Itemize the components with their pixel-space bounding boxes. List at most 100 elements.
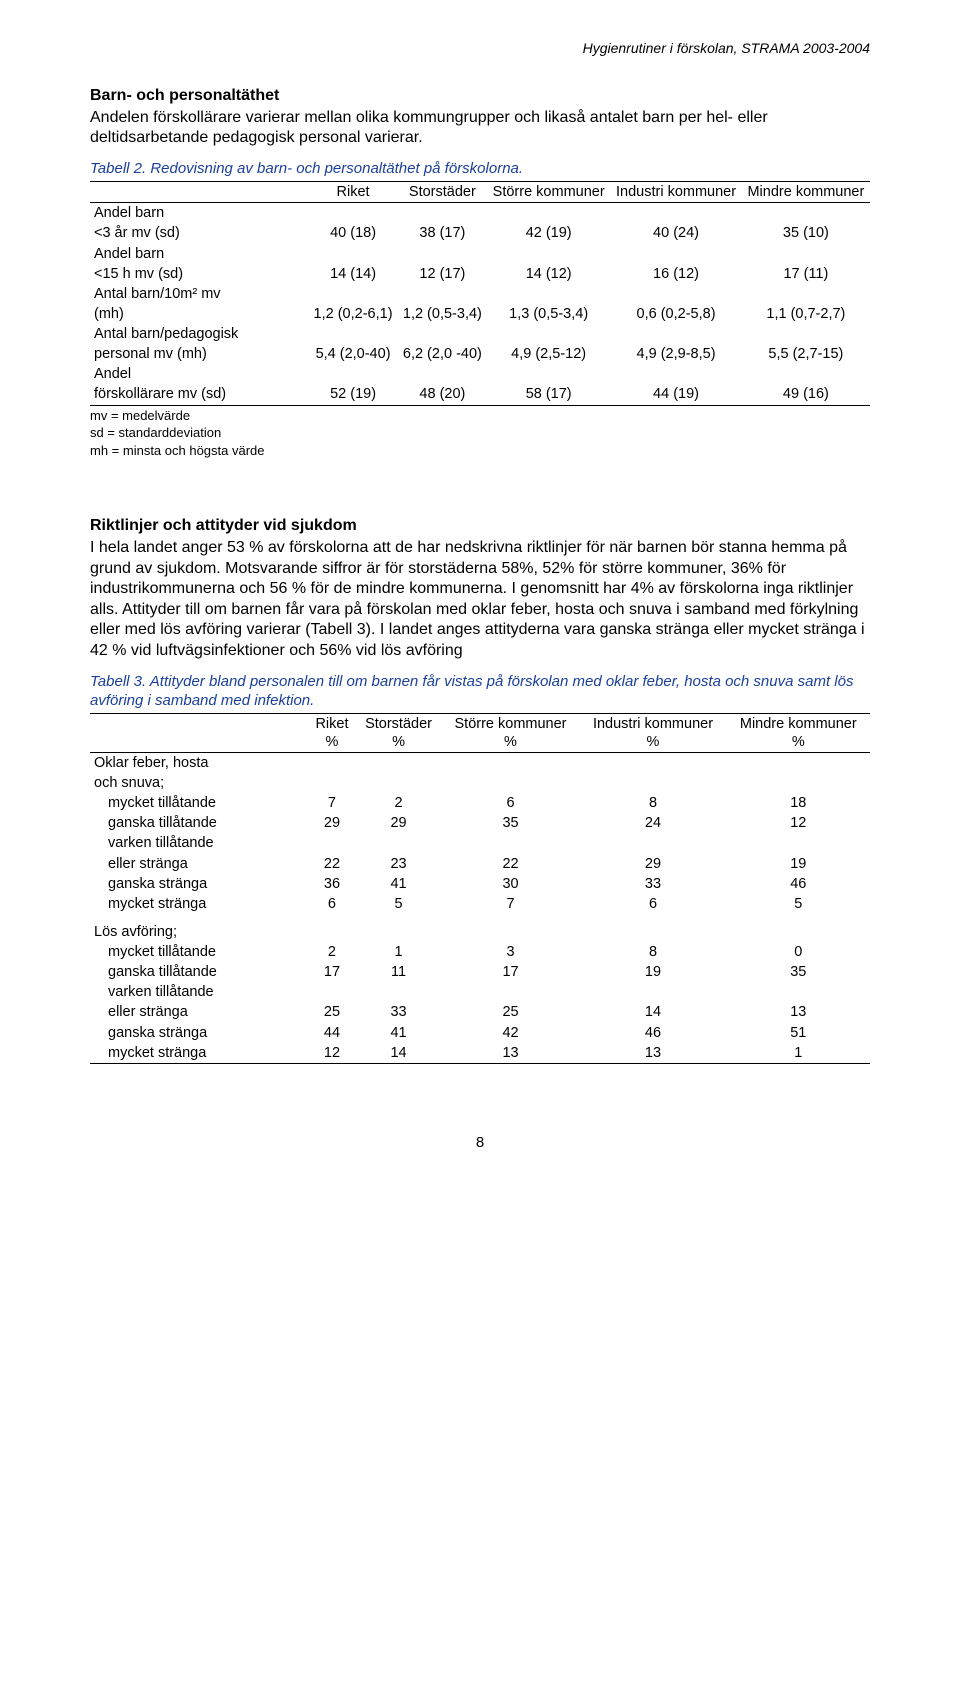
table-cell: 44 (19)	[610, 384, 742, 405]
table-row-label: ganska tillåtande	[90, 813, 308, 833]
table-cell: 1	[727, 1043, 870, 1064]
table2-caption: Tabell 2. Redovisning av barn- och perso…	[90, 160, 870, 179]
table-row-label: mycket stränga	[90, 894, 308, 914]
t3-h3: Större kommuner%	[442, 713, 580, 752]
table-cell: 5,5 (2,7-15)	[742, 344, 870, 364]
table-cell: 29	[579, 854, 726, 874]
table-cell: 35 (10)	[742, 223, 870, 243]
table-cell: 14	[579, 1002, 726, 1022]
table-row-sublabel: (mh)	[90, 304, 308, 324]
table-cell: 6	[308, 894, 355, 914]
table-cell: 16 (12)	[610, 264, 742, 284]
table-cell: 46	[579, 1023, 726, 1043]
table-cell: 1	[356, 942, 442, 962]
table-cell: 18	[727, 793, 870, 813]
table-cell: 1,1 (0,7-2,7)	[742, 304, 870, 324]
table3-caption: Tabell 3. Attityder bland personalen til…	[90, 673, 870, 711]
table-cell: 25	[442, 1002, 580, 1022]
table-cell: 3	[442, 942, 580, 962]
table-cell: 22	[308, 854, 355, 874]
table-row-label: Andel barn	[90, 203, 308, 224]
table-cell: 2	[308, 942, 355, 962]
table-cell: 17 (11)	[742, 264, 870, 284]
table-cell: 19	[579, 962, 726, 982]
page-number: 8	[90, 1134, 870, 1153]
table2-footnote-2: sd = standarddeviation	[90, 425, 870, 441]
table-cell: 5	[727, 894, 870, 914]
table2: Riket Storstäder Större kommuner Industr…	[90, 181, 870, 405]
table-cell: 13	[442, 1043, 580, 1064]
table-cell: 35	[442, 813, 580, 833]
table-cell: 49 (16)	[742, 384, 870, 405]
table-cell: 51	[727, 1023, 870, 1043]
table-cell: 12	[727, 813, 870, 833]
table-row-label: ganska stränga	[90, 1023, 308, 1043]
table-row-label: mycket stränga	[90, 1043, 308, 1064]
table-cell: 17	[442, 962, 580, 982]
table-cell: 1,3 (0,5-3,4)	[487, 304, 610, 324]
table-cell: 14 (12)	[487, 264, 610, 284]
table3: Riket% Storstäder% Större kommuner% Indu…	[90, 713, 870, 1064]
table2-footnote-1: mv = medelvärde	[90, 408, 870, 424]
table-cell: 1,2 (0,5-3,4)	[398, 304, 487, 324]
table-cell: 17	[308, 962, 355, 982]
table-cell: 41	[356, 1023, 442, 1043]
table-cell: 35	[727, 962, 870, 982]
table-cell: 12 (17)	[398, 264, 487, 284]
table-row-label: eller stränga	[90, 1002, 308, 1022]
table-row-label: eller stränga	[90, 854, 308, 874]
section2-para: I hela landet anger 53 % av förskolorna …	[90, 538, 870, 661]
table-cell: 23	[356, 854, 442, 874]
table-cell: 14 (14)	[308, 264, 397, 284]
t3-h1: Riket%	[308, 713, 355, 752]
table-cell: 5,4 (2,0-40)	[308, 344, 397, 364]
t3-h2: Storstäder%	[356, 713, 442, 752]
table2-head-4: Industri kommuner	[610, 182, 742, 203]
table-cell: 13	[579, 1043, 726, 1064]
t3-h5: Mindre kommuner%	[727, 713, 870, 752]
table-cell: 25	[308, 1002, 355, 1022]
table-cell: 19	[727, 854, 870, 874]
table-cell: 33	[579, 874, 726, 894]
table-cell: 4,9 (2,9-8,5)	[610, 344, 742, 364]
table-cell: 42	[442, 1023, 580, 1043]
table-cell: 33	[356, 1002, 442, 1022]
table-cell: 4,9 (2,5-12)	[487, 344, 610, 364]
table-cell: 8	[579, 793, 726, 813]
table-row-label: Andel barn	[90, 244, 308, 264]
table-cell: 14	[356, 1043, 442, 1064]
running-head: Hygienrutiner i förskolan, STRAMA 2003-2…	[90, 40, 870, 58]
table-row-label: mycket tillåtande	[90, 942, 308, 962]
table-row-label: Antal barn/10m² mv	[90, 284, 308, 304]
table-cell: 12	[308, 1043, 355, 1064]
table-row-label: och snuva;	[90, 773, 308, 793]
table-cell: 6	[442, 793, 580, 813]
table-cell: 46	[727, 874, 870, 894]
table-cell: 40 (18)	[308, 223, 397, 243]
table-row-sublabel: <3 år mv (sd)	[90, 223, 308, 243]
table-row-sublabel: personal mv (mh)	[90, 344, 308, 364]
table-cell: 6,2 (2,0 -40)	[398, 344, 487, 364]
table-row-sublabel: förskollärare mv (sd)	[90, 384, 308, 405]
table-cell: 0,6 (0,2-5,8)	[610, 304, 742, 324]
table2-head-5: Mindre kommuner	[742, 182, 870, 203]
table-cell: 7	[308, 793, 355, 813]
table-cell: 13	[727, 1002, 870, 1022]
table-cell: 2	[356, 793, 442, 813]
table-row-label: Oklar feber, hosta	[90, 752, 308, 773]
table-cell: 40 (24)	[610, 223, 742, 243]
table-row-label: ganska stränga	[90, 874, 308, 894]
table-cell: 6	[579, 894, 726, 914]
table-cell: 29	[356, 813, 442, 833]
table-cell: 5	[356, 894, 442, 914]
table2-footnote-3: mh = minsta och högsta värde	[90, 443, 870, 459]
table-row-label: ganska tillåtande	[90, 962, 308, 982]
table-cell: 42 (19)	[487, 223, 610, 243]
table-cell: 22	[442, 854, 580, 874]
table2-head-2: Storstäder	[398, 182, 487, 203]
table-cell: 24	[579, 813, 726, 833]
table-cell: 7	[442, 894, 580, 914]
table-row-label: Lös avföring;	[90, 922, 308, 942]
section1-title: Barn- och personaltäthet	[90, 86, 870, 106]
table-cell: 58 (17)	[487, 384, 610, 405]
